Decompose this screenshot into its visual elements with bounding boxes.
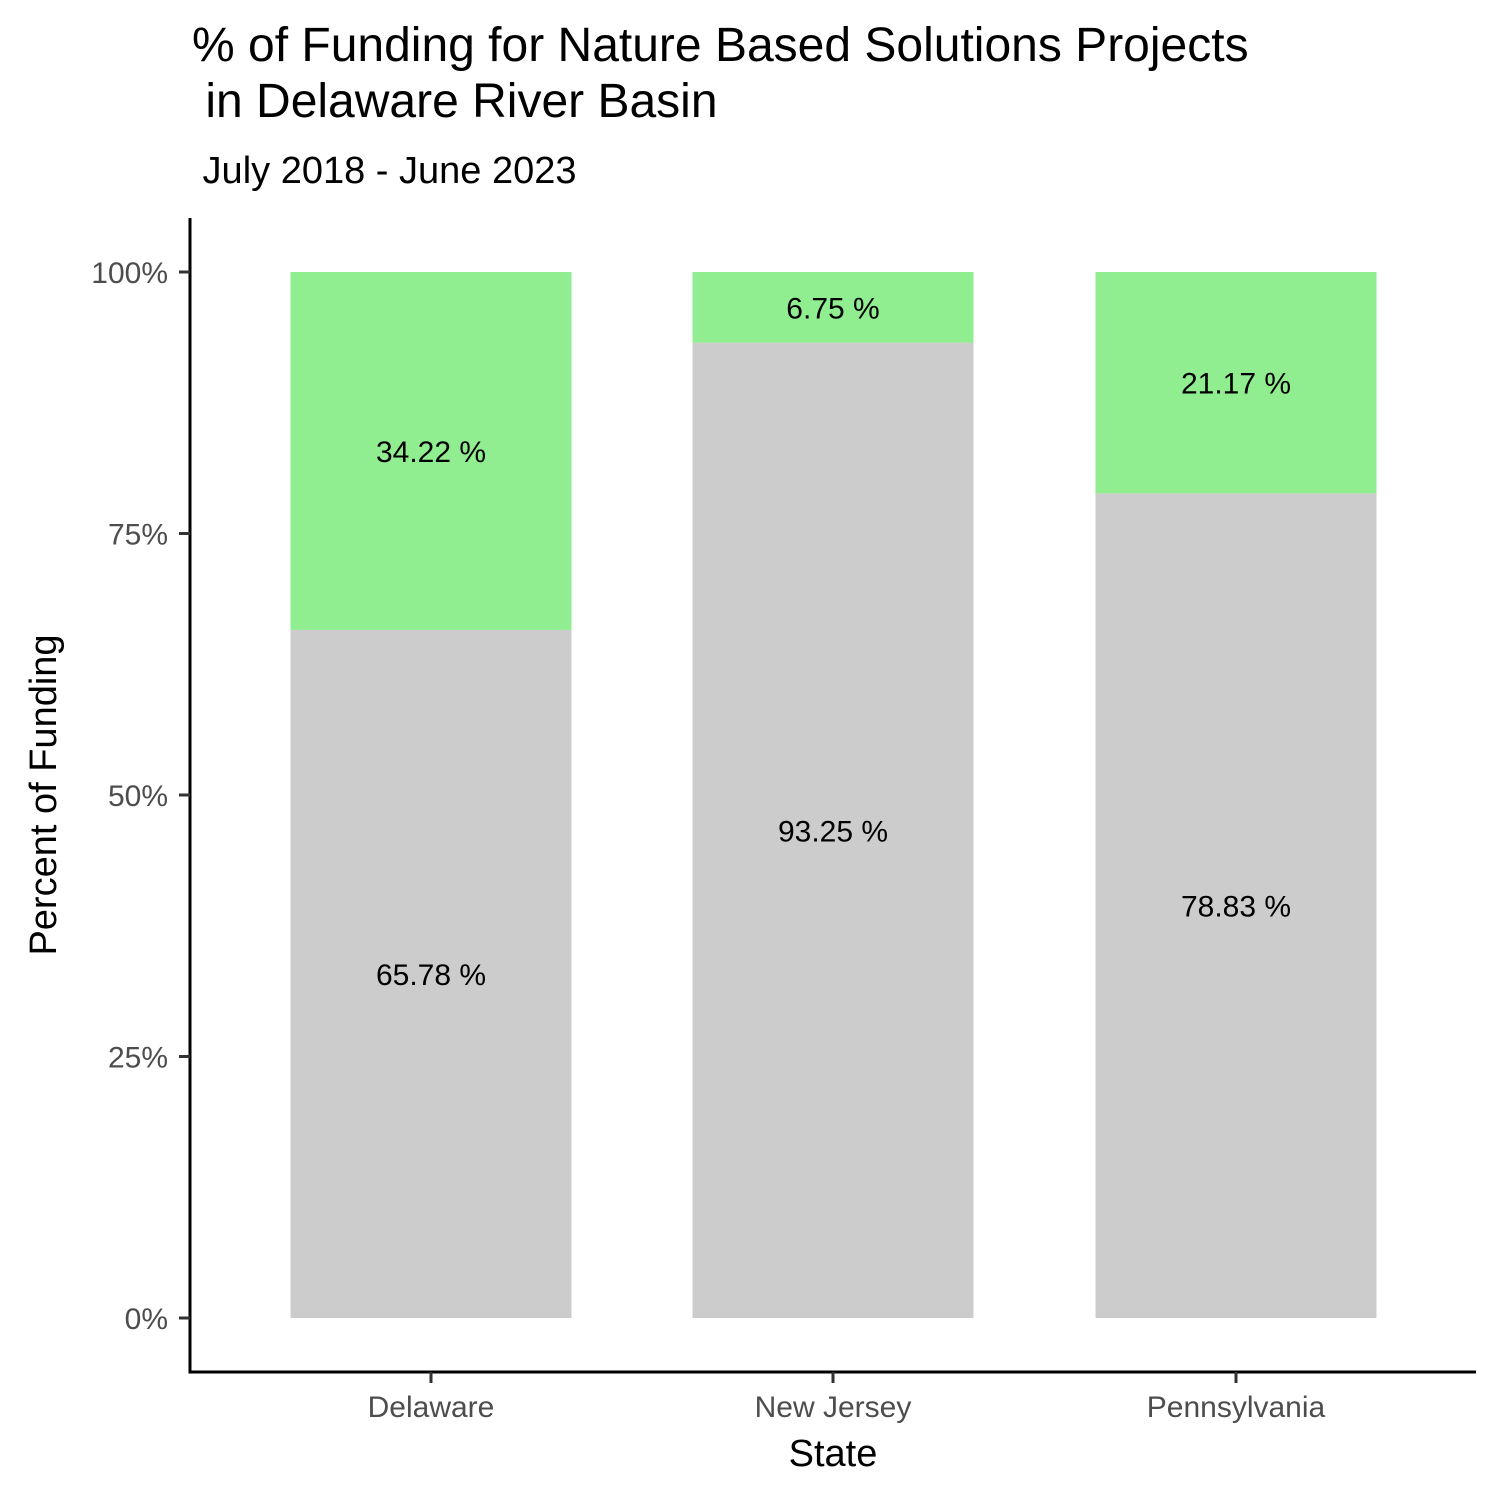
chart-title: % of Funding for Nature Based Solutions …	[192, 18, 1249, 130]
chart-title-line2: in Delaware River Basin	[192, 75, 718, 128]
y-tick-label-75: 75%	[108, 519, 168, 552]
y-tick-label-25: 25%	[108, 1042, 168, 1075]
bar-pennsylvania-segment-1	[1095, 272, 1377, 494]
x-tick-label-pennsylvania: Pennsylvania	[1147, 1391, 1326, 1424]
y-tick-label-50: 50%	[108, 780, 168, 813]
data-label-delaware-1: 34.22 %	[376, 436, 486, 469]
data-label-pennsylvania-1: 21.17 %	[1181, 368, 1291, 401]
x-axis-title: State	[789, 1433, 878, 1475]
data-label-new-jersey-1: 6.75 %	[786, 292, 879, 325]
y-tick-label-0: 0%	[125, 1303, 168, 1336]
bar-delaware-segment-0	[290, 629, 572, 1318]
chart-subtitle: July 2018 - June 2023	[192, 150, 577, 192]
chart-title-line1: % of Funding for Nature Based Solutions …	[192, 19, 1249, 72]
x-tick-label-delaware: Delaware	[368, 1391, 495, 1424]
bar-delaware-segment-1	[290, 272, 572, 630]
bar-pennsylvania-segment-0	[1095, 493, 1377, 1318]
y-axis-title: Percent of Funding	[23, 634, 65, 955]
data-label-delaware-0: 65.78 %	[376, 959, 486, 992]
bar-new-jersey-segment-1	[692, 272, 974, 343]
data-label-new-jersey-0: 93.25 %	[778, 815, 888, 848]
y-tick-label-100: 100%	[91, 257, 168, 290]
bar-new-jersey-segment-0	[692, 342, 974, 1319]
x-tick-label-new-jersey: New Jersey	[755, 1391, 912, 1424]
data-label-pennsylvania-0: 78.83 %	[1181, 891, 1291, 924]
